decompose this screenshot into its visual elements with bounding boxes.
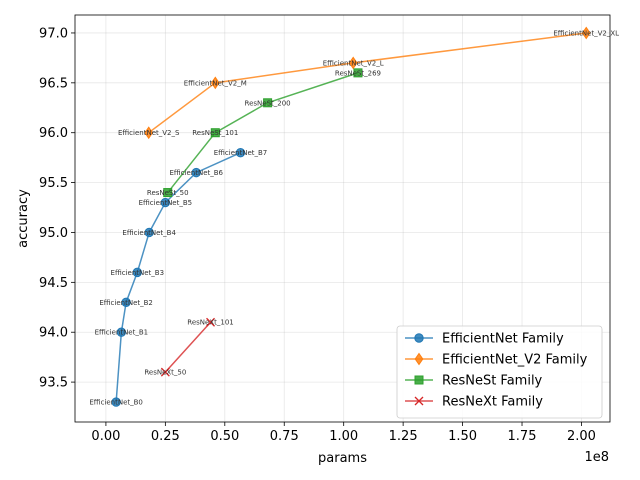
x-tick-label: 1.75 [508,429,537,444]
series-0 [111,147,246,407]
x-tick-label: 0.25 [151,429,180,444]
data-point [160,197,171,208]
data-point [121,297,131,307]
legend-marker [414,352,424,366]
data-point-label: ResNeSt_101 [192,129,238,137]
point-labels: EfficientNet_B0 EfficientNet_B1 EfficientN… [89,29,619,406]
x-axis-ticks: 0.00 0.25 0.50 0.75 1.00 1.25 1.50 1.75 2.00 [91,422,596,444]
data-point [144,227,154,238]
series-line [115,151,241,403]
data-point [111,397,121,407]
series-3 [160,317,215,377]
y-tick-label: 94.5 [39,276,68,291]
data-point [160,367,170,377]
data-point-label: EfficientNet_B2 [99,299,153,307]
data-point [191,167,201,178]
data-point [132,267,142,278]
legend-label: EfficientNet_V2 Family [442,353,588,368]
data-point [235,147,246,158]
data-point-label: EfficientNet_V2_L [323,59,384,67]
legend-label: EfficientNet Family [442,332,564,347]
x-axis-label: params [318,451,367,466]
x-tick-label: 2.00 [567,429,596,444]
plot-frame [74,14,611,423]
data-point-label: ResNeSt_200 [245,99,291,107]
legend-box [396,325,603,419]
y-tick-label: 95.0 [39,226,68,241]
x-marker-stroke [160,367,170,377]
x-tick-label: 0.50 [210,429,239,444]
legend: EfficientNet Family EfficientNet_V2 Famil… [396,325,603,419]
legend-item: ResNeSt Family [405,374,543,389]
legend-marker [414,396,424,406]
x-tick-label: 0.75 [270,429,299,444]
x-marker-stroke [206,317,215,327]
y-axis-ticks: 93.5 94.0 94.5 95.0 95.5 96.0 96.5 97.0 [39,26,75,391]
data-point-label: EfficientNet_B4 [122,229,176,237]
data-point-label: EfficientNet_B0 [89,399,143,407]
y-tick-label: 96.0 [39,126,68,141]
x-marker-stroke [414,396,424,406]
series-line [164,321,212,373]
data-point [581,26,591,40]
data-point-label: EfficientNet_V2_M [184,79,247,87]
legend-item: EfficientNet Family [405,332,564,347]
legend-item: ResNeXt Family [405,395,543,410]
data-point-label: ResNeSt_50 [147,189,189,197]
x-axis-offset-label: 1e8 [584,450,609,465]
data-point-label: ResNeSt_269 [335,69,381,77]
series-line [148,32,587,134]
x-tick-label: 1.25 [389,429,418,444]
data-point [210,76,220,90]
x-tick-label: 1.50 [448,429,477,444]
x-tick-label: 1.00 [329,429,358,444]
data-point [163,188,173,198]
x-tick-label: 0.00 [91,429,120,444]
data-point [116,327,127,337]
legend-item: EfficientNet_V2 Family [405,353,588,368]
series-line [167,72,359,194]
y-axis-label: accuracy [16,189,31,248]
y-tick-label: 96.5 [39,76,68,91]
data-point-label: EfficientNet_V2_S [118,129,180,137]
data-point-label: EfficientNet_B6 [170,169,224,177]
series-layer [111,26,591,407]
y-tick-label: 95.5 [39,176,68,191]
data-point-label: EfficientNet_B3 [111,269,165,277]
legend-marker [414,375,424,385]
data-point-label: ResNeXt_50 [144,369,186,377]
legend-marker [414,333,424,343]
data-point [263,98,273,108]
data-point-label: EfficientNet_B7 [214,149,268,157]
y-tick-label: 97.0 [39,26,68,41]
data-point [210,128,220,138]
legend-label: ResNeSt Family [442,374,543,389]
data-point [144,126,154,140]
series-1 [144,26,591,140]
data-point [353,68,363,78]
data-point [348,56,358,70]
y-tick-label: 94.0 [39,326,68,341]
data-point-label: ResNeXt_101 [187,319,233,327]
series-2 [163,68,363,198]
y-tick-label: 93.5 [39,376,68,391]
data-point-label: EfficientNet_V2_XL [553,29,619,37]
data-point [206,317,215,327]
data-point-label: EfficientNet_B1 [95,329,149,337]
legend-label: ResNeXt Family [442,395,543,410]
data-point-label: EfficientNet_B5 [139,199,193,207]
